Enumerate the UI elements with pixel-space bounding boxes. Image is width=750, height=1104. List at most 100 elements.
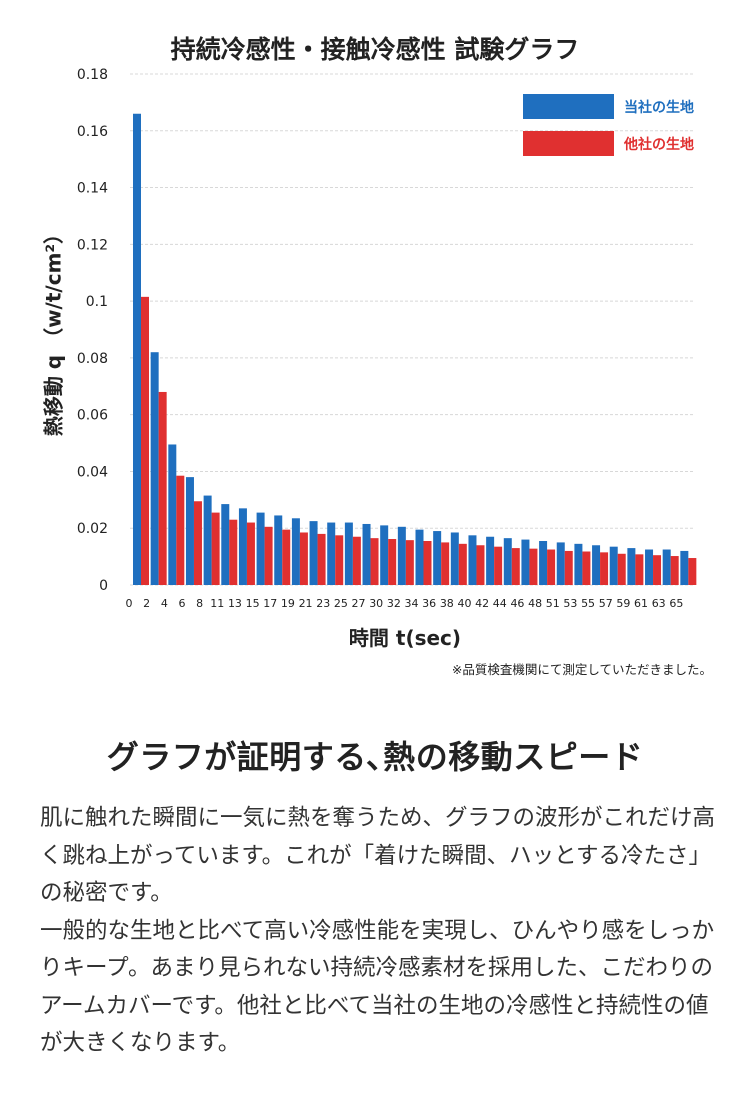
bar-other-fabric (299, 532, 308, 585)
bar-own-fabric (662, 549, 671, 585)
bar-own-fabric (592, 545, 601, 585)
description-paragraph-2: 一般的な生地と比べて高い冷感性能を実現し、ひんやり感をしっかりキープ。あまり見ら… (40, 917, 715, 1057)
bar-other-fabric (229, 519, 238, 585)
measurement-note: ※品質検査機関にて測定していただきました。 (451, 662, 712, 677)
bar-other-fabric (688, 558, 697, 585)
x-tick-label: 46 (510, 597, 524, 610)
bar-other-fabric (670, 556, 679, 585)
x-tick-label: 30 (369, 597, 383, 610)
x-tick-label: 65 (669, 597, 683, 610)
y-tick-label: 0.16 (77, 124, 108, 140)
bar-other-fabric (511, 548, 520, 585)
bar-own-fabric (521, 539, 530, 585)
bar-own-fabric (433, 531, 442, 585)
x-tick-label: 48 (528, 597, 542, 610)
bar-other-fabric (335, 535, 344, 585)
bar-own-fabric (645, 549, 654, 585)
x-tick-label: 13 (228, 597, 242, 610)
x-tick-label: 40 (457, 597, 471, 610)
bar-other-fabric (600, 552, 609, 585)
x-tick-label: 23 (316, 597, 330, 610)
bar-other-fabric (193, 501, 202, 585)
bar-other-fabric (246, 522, 255, 585)
bar-other-fabric (264, 526, 273, 585)
x-tick-label: 25 (334, 597, 348, 610)
x-tick-label: 57 (599, 597, 613, 610)
bar-own-fabric (168, 444, 177, 585)
x-tick-label: 53 (563, 597, 577, 610)
legend-swatch (523, 94, 614, 119)
x-tick-label: 15 (246, 597, 260, 610)
x-tick-label: 44 (493, 597, 507, 610)
bar-other-fabric (423, 540, 432, 585)
y-tick-label: 0.06 (77, 408, 108, 424)
bar-own-fabric (309, 521, 318, 585)
x-tick-label: 11 (210, 597, 224, 610)
y-tick-label: 0.04 (77, 464, 108, 480)
bar-other-fabric (582, 551, 591, 585)
bar-other-fabric (158, 391, 167, 585)
bar-own-fabric (327, 522, 336, 585)
bar-other-fabric (141, 296, 149, 585)
bar-other-fabric (176, 475, 185, 585)
bar-other-fabric (370, 538, 379, 585)
bar-other-fabric (211, 512, 220, 585)
x-tick-label: 55 (581, 597, 595, 610)
x-tick-label: 4 (161, 597, 168, 610)
bar-other-fabric (494, 546, 503, 585)
bar-own-fabric (256, 512, 265, 585)
x-tick-label: 61 (634, 597, 648, 610)
x-tick-label: 27 (352, 597, 366, 610)
x-tick-label: 36 (422, 597, 436, 610)
bar-own-fabric (221, 504, 230, 585)
bar-own-fabric (397, 526, 406, 585)
x-tick-label: 51 (546, 597, 560, 610)
legend-swatch (523, 131, 614, 156)
bar-other-fabric (405, 540, 414, 585)
description-text: 肌に触れた瞬間に一気に熱を奪うため、グラフの波形がこれだけ高く跳ね上がっています… (40, 800, 720, 1063)
x-tick-label: 63 (652, 597, 666, 610)
bar-own-fabric (503, 538, 512, 585)
x-tick-label: 17 (263, 597, 277, 610)
legend-label: 他社の生地 (623, 136, 694, 153)
bar-own-fabric (203, 495, 212, 585)
bar-other-fabric (388, 539, 397, 585)
bar-other-fabric (317, 533, 326, 585)
chart-title: 持続冷感性・接触冷感性 試験グラフ (170, 35, 580, 64)
x-tick-label: 8 (196, 597, 203, 610)
bar-own-fabric (380, 525, 389, 585)
bar-own-fabric (556, 542, 565, 585)
bar-own-fabric (574, 543, 583, 585)
bar-own-fabric (362, 523, 371, 585)
legend-label: 当社の生地 (624, 99, 694, 116)
y-tick-label: 0.18 (77, 67, 108, 83)
bar-own-fabric (344, 522, 353, 585)
bar-other-fabric (441, 542, 450, 585)
bar-own-fabric (486, 536, 495, 585)
bar-own-fabric (274, 515, 283, 585)
bar-other-fabric (458, 543, 467, 585)
bar-own-fabric (291, 518, 300, 585)
bar-other-fabric (547, 549, 556, 585)
bar-other-fabric (352, 536, 361, 585)
bar-other-fabric (653, 555, 662, 585)
bar-own-fabric (680, 550, 689, 585)
x-tick-label: 59 (616, 597, 630, 610)
bar-own-fabric (468, 535, 477, 585)
y-tick-label: 0.12 (77, 237, 108, 253)
y-tick-label: 0 (99, 578, 108, 594)
bar-other-fabric (282, 529, 291, 585)
bar-own-fabric (415, 529, 424, 585)
y-tick-label: 0.1 (86, 294, 108, 310)
x-tick-label: 6 (178, 597, 185, 610)
x-tick-label: 42 (475, 597, 489, 610)
bar-own-fabric (609, 546, 618, 585)
bar-own-fabric (627, 548, 636, 585)
bar-other-fabric (564, 550, 573, 585)
section-headline: グラフが証明する､熱の移動スピード (106, 738, 644, 776)
bar-other-fabric (529, 548, 538, 585)
y-tick-label: 0.14 (77, 181, 108, 197)
bar-own-fabric (238, 508, 247, 585)
description-paragraph-1: 肌に触れた瞬間に一気に熱を奪うため、グラフの波形がこれだけ高く跳ね上がっています… (40, 805, 716, 906)
